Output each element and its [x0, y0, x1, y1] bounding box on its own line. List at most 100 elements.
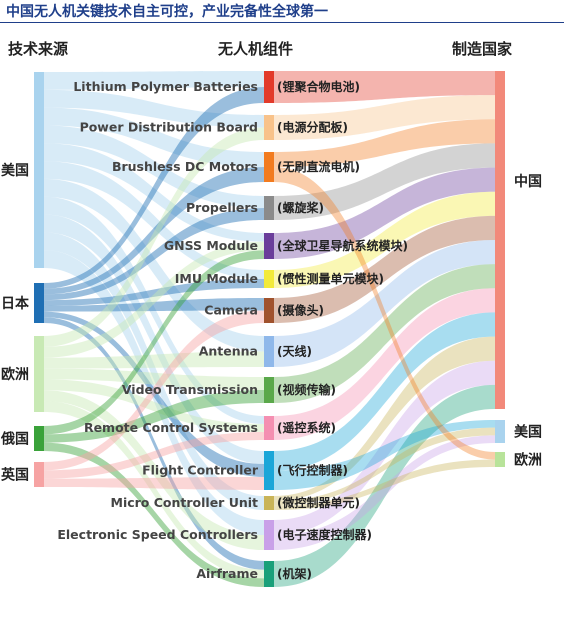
source-link: [44, 214, 264, 464]
source-label: 英国: [0, 467, 29, 484]
page-title: 中国无人机关键技术自主可控，产业完备性全球第一: [6, 4, 328, 20]
country-link: [274, 167, 495, 259]
source-node: [34, 462, 44, 487]
component-label-zh: (飞行控制器): [277, 463, 348, 478]
source-link: [44, 390, 264, 550]
column-header-component: 无人机组件: [218, 40, 294, 58]
country-node: [495, 71, 505, 409]
component-label-en: IMU Module: [175, 271, 258, 286]
source-link: [44, 317, 264, 570]
component-node: [264, 115, 274, 140]
country-link: [274, 360, 495, 535]
source-link: [44, 310, 264, 471]
source-link: [44, 368, 264, 390]
component-node: [264, 270, 274, 288]
component-label-zh: (摄像头): [277, 303, 324, 318]
country-link: [274, 191, 495, 288]
source-link: [44, 127, 264, 347]
component-label-en: Micro Controller Unit: [111, 495, 259, 510]
component-node: [264, 152, 274, 182]
source-link: [44, 107, 264, 167]
country-label: 中国: [514, 173, 542, 190]
source-link: [44, 477, 264, 490]
source-link: [44, 298, 264, 312]
country-link: [274, 312, 495, 471]
component-label-en: Video Transmission: [122, 382, 258, 397]
component-label-en: Camera: [204, 303, 258, 318]
component-label-zh: (视频传输): [277, 382, 336, 397]
country-link: [274, 459, 495, 510]
component-label-en: GNSS Module: [164, 238, 258, 253]
component-node: [264, 298, 274, 323]
component-label-zh: (电源分配板): [277, 120, 348, 135]
source-node: [34, 72, 44, 268]
title-bar: [0, 0, 564, 23]
component-label-en: Lithium Polymer Batteries: [73, 79, 258, 94]
source-node: [34, 426, 44, 451]
country-link: [274, 95, 495, 140]
source-link: [44, 178, 264, 352]
component-label-en: Remote Control Systems: [84, 420, 258, 435]
country-link: [274, 143, 495, 220]
source-link: [44, 432, 264, 479]
component-label-zh: (锂聚合物电池): [277, 79, 360, 94]
component-label-zh: (惯性测量单元模块): [277, 271, 384, 286]
component-node: [264, 233, 274, 259]
country-label: 欧洲: [514, 452, 542, 469]
component-label-en: Electronic Speed Controllers: [57, 527, 258, 542]
source-link: [44, 390, 264, 443]
component-label-zh: (机架): [277, 566, 312, 581]
source-link: [44, 442, 264, 587]
component-label-en: Power Distribution Board: [80, 120, 258, 135]
component-label-zh: (遥控系统): [277, 420, 336, 435]
source-link: [44, 167, 264, 295]
source-link: [44, 241, 264, 358]
component-node: [264, 520, 274, 550]
source-link: [44, 379, 264, 432]
country-link: [274, 420, 495, 490]
country-node: [495, 420, 505, 443]
source-link: [44, 143, 264, 242]
source-link: [44, 250, 264, 435]
sankey-nodes: [34, 71, 505, 587]
component-label-zh: (全球卫星导航系统模块): [277, 238, 408, 253]
source-label: 俄国: [0, 431, 29, 448]
component-label-zh: (微控制器单元): [277, 495, 360, 510]
component-label-en: Flight Controller: [142, 463, 259, 478]
country-link: [274, 167, 495, 460]
component-label-en: Airframe: [196, 566, 258, 581]
component-node: [264, 496, 274, 510]
source-label: 欧洲: [1, 366, 29, 383]
source-link: [44, 125, 264, 208]
column-header-country: 制造国家: [452, 40, 513, 58]
source-label: 日本: [1, 295, 30, 312]
sankey-links: [44, 71, 495, 587]
source-link: [44, 279, 264, 306]
component-label-en: Propellers: [186, 200, 258, 215]
country-link: [274, 119, 495, 167]
component-label-zh: (螺旋桨): [277, 200, 324, 215]
source-link: [44, 351, 264, 369]
country-link: [274, 240, 495, 367]
country-link: [274, 264, 495, 403]
source-link: [44, 89, 264, 128]
country-node: [495, 452, 505, 467]
country-link: [274, 71, 495, 103]
source-link: [44, 250, 264, 535]
component-node: [264, 561, 274, 587]
source-link: [44, 71, 264, 90]
component-node: [264, 196, 274, 220]
component-node: [264, 416, 274, 440]
country-link: [274, 384, 495, 587]
source-label: 美国: [1, 162, 29, 179]
source-node: [34, 283, 44, 323]
component-node: [264, 451, 274, 490]
component-label-en: Antenna: [199, 344, 258, 359]
source-link: [44, 196, 264, 424]
source-link: [44, 311, 264, 477]
country-link: [274, 336, 495, 501]
source-node: [34, 336, 44, 412]
source-link: [44, 401, 264, 579]
